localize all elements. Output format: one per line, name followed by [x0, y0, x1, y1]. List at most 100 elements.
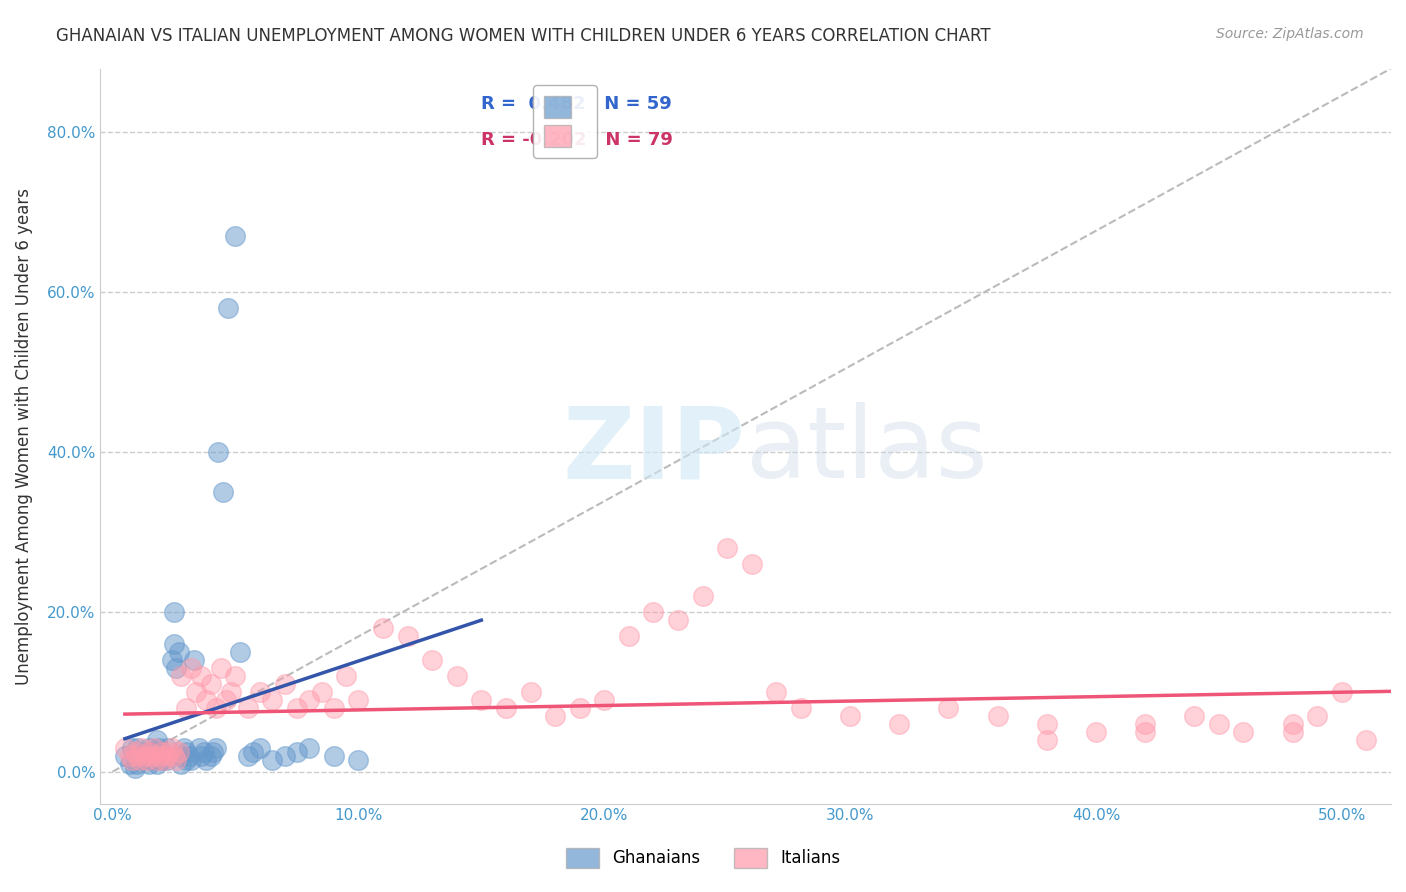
Point	[180, 661, 202, 675]
Point	[643, 605, 665, 619]
Legend: Ghanaians, Italians: Ghanaians, Italians	[558, 841, 848, 875]
Point	[157, 748, 180, 763]
Point	[298, 692, 321, 706]
Point	[136, 745, 159, 759]
Point	[285, 745, 308, 759]
Point	[138, 756, 160, 771]
Point	[134, 748, 156, 763]
Point	[121, 753, 143, 767]
Point	[170, 748, 193, 763]
Point	[1182, 708, 1205, 723]
Point	[200, 748, 222, 763]
Point	[184, 685, 207, 699]
Point	[1036, 732, 1059, 747]
Point	[157, 745, 180, 759]
Y-axis label: Unemployment Among Women with Children Under 6 years: Unemployment Among Women with Children U…	[15, 187, 32, 684]
Point	[148, 748, 170, 763]
Point	[148, 748, 170, 763]
Point	[1281, 716, 1303, 731]
Point	[347, 753, 370, 767]
Point	[1281, 724, 1303, 739]
Point	[273, 677, 295, 691]
Point	[163, 637, 186, 651]
Point	[127, 748, 149, 763]
Point	[224, 229, 246, 244]
Point	[118, 756, 141, 771]
Point	[371, 621, 394, 635]
Point	[141, 753, 163, 767]
Point	[156, 753, 179, 767]
Point	[156, 740, 179, 755]
Point	[568, 700, 591, 714]
Point	[146, 732, 169, 747]
Legend: , : ,	[533, 85, 596, 158]
Point	[741, 557, 763, 571]
Point	[262, 753, 284, 767]
Point	[176, 753, 198, 767]
Point	[249, 685, 271, 699]
Point	[420, 653, 443, 667]
Point	[1133, 724, 1156, 739]
Point	[180, 753, 202, 767]
Point	[173, 740, 195, 755]
Point	[236, 700, 259, 714]
Point	[163, 748, 186, 763]
Point	[146, 756, 169, 771]
Text: atlas: atlas	[745, 402, 987, 500]
Point	[166, 753, 188, 767]
Point	[446, 669, 468, 683]
Point	[207, 445, 229, 459]
Point	[347, 692, 370, 706]
Point	[194, 753, 217, 767]
Point	[938, 700, 960, 714]
Point	[322, 748, 344, 763]
Point	[141, 748, 163, 763]
Point	[134, 748, 156, 763]
Point	[166, 661, 188, 675]
Point	[150, 745, 173, 759]
Point	[190, 669, 212, 683]
Point	[150, 745, 173, 759]
Point	[170, 669, 193, 683]
Point	[495, 700, 517, 714]
Point	[200, 677, 222, 691]
Point	[298, 740, 321, 755]
Point	[716, 541, 738, 555]
Point	[160, 740, 183, 755]
Point	[138, 745, 160, 759]
Point	[127, 748, 149, 763]
Point	[176, 700, 198, 714]
Point	[131, 753, 153, 767]
Point	[1084, 724, 1107, 739]
Point	[236, 748, 259, 763]
Point	[666, 613, 689, 627]
Point	[146, 753, 169, 767]
Point	[273, 748, 295, 763]
Point	[118, 748, 141, 763]
Point	[212, 485, 235, 500]
Point	[214, 692, 236, 706]
Point	[193, 745, 215, 759]
Point	[692, 589, 714, 603]
Point	[177, 748, 200, 763]
Point	[143, 740, 166, 755]
Point	[143, 745, 166, 759]
Point	[202, 745, 225, 759]
Point	[128, 753, 150, 767]
Point	[167, 745, 190, 759]
Point	[187, 740, 209, 755]
Point	[131, 740, 153, 755]
Point	[190, 748, 212, 763]
Point	[124, 745, 146, 759]
Point	[593, 692, 616, 706]
Point	[322, 700, 344, 714]
Point	[204, 700, 226, 714]
Point	[156, 748, 179, 763]
Text: R = -0.202   N = 79: R = -0.202 N = 79	[481, 131, 673, 149]
Point	[617, 629, 640, 643]
Point	[219, 685, 242, 699]
Point	[519, 685, 541, 699]
Point	[1208, 716, 1230, 731]
Point	[153, 748, 176, 763]
Point	[204, 740, 226, 755]
